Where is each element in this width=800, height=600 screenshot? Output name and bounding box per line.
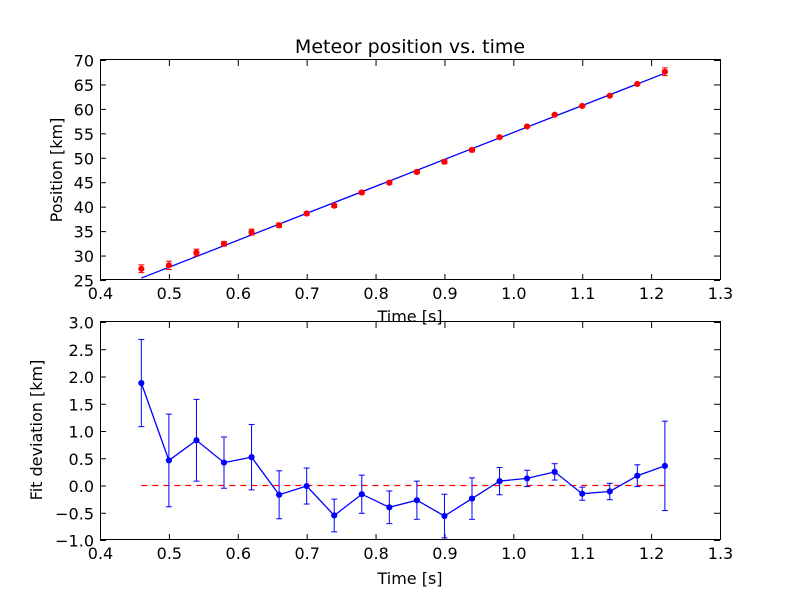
deviation-point <box>441 512 448 520</box>
position-xtick-label: 1.2 <box>639 284 664 303</box>
position-point <box>634 80 641 88</box>
deviation-xtick-label: 1.1 <box>570 544 595 563</box>
position-ytick-label: 40 <box>74 198 94 217</box>
deviation-point <box>661 462 668 469</box>
fit-line <box>141 72 666 279</box>
deviation-plot-ticks: 0.4 0.5 0.6 0.7 0.8 0.9 1.0 1.1 1.2 1.3 −1.0 −0.5 0.… <box>55 314 733 564</box>
deviation-plot: 0.4 0.5 0.6 0.7 0.8 0.9 1.0 1.1 1.2 1.3 −1.0 −0.5 0.… <box>27 314 733 589</box>
deviation-point <box>331 512 338 519</box>
position-xtick-label: 1.1 <box>570 284 595 303</box>
deviation-ytick-label: −1.0 <box>55 532 94 551</box>
deviation-xtick-label: 1.0 <box>501 544 526 563</box>
position-plot: Meteor position vs. time 0.4 0.5 0.6 0.7 0.8… <box>47 36 733 326</box>
position-ytick-label: 45 <box>74 174 94 193</box>
deviation-xtick-label: 0.9 <box>432 544 457 563</box>
deviation-plot-frame <box>100 321 721 540</box>
position-point <box>579 102 586 110</box>
position-xtick-label: 0.5 <box>157 284 182 303</box>
position-xtick-label: 0.4 <box>88 284 113 303</box>
deviation-xtick-label: 1.2 <box>639 544 664 563</box>
position-point <box>138 265 145 272</box>
position-plot-ticks: 0.4 0.5 0.6 0.7 0.8 0.9 1.0 1.1 1.2 1.3 25 30 35 40 45… <box>74 52 734 304</box>
deviation-xtick-label: 0.5 <box>157 544 182 563</box>
deviation-point <box>551 468 558 475</box>
deviation-plot-xlabel: Time [s] <box>376 569 442 588</box>
position-ytick-label: 30 <box>74 247 94 266</box>
position-point <box>358 189 365 196</box>
deviation-xtick-label: 0.6 <box>226 544 251 563</box>
position-ytick-label: 25 <box>74 272 94 291</box>
position-point <box>524 123 531 130</box>
deviation-xtick-label: 1.3 <box>708 544 733 563</box>
position-xtick-label: 0.8 <box>363 284 388 303</box>
position-ytick-label: 60 <box>74 100 94 119</box>
deviation-ytick-label: −0.5 <box>55 504 94 523</box>
position-ytick-label: 55 <box>74 125 94 144</box>
deviation-xtick-label: 0.8 <box>363 544 388 563</box>
deviation-point <box>276 491 283 498</box>
deviation-ytick-label: 2.5 <box>69 341 94 360</box>
position-xtick-label: 0.7 <box>294 284 319 303</box>
deviation-ytick-label: 0.0 <box>69 477 94 496</box>
position-plot-data <box>138 67 668 279</box>
position-point <box>661 68 668 75</box>
position-point <box>551 111 558 118</box>
deviation-ytick-label: 0.5 <box>69 450 94 469</box>
position-point <box>496 134 503 141</box>
deviation-series-line <box>140 382 666 517</box>
position-point <box>386 179 393 186</box>
deviation-point <box>248 454 255 461</box>
position-ytick-label: 50 <box>74 149 94 168</box>
position-plot-frame <box>100 59 721 280</box>
deviation-point <box>579 490 586 497</box>
position-point <box>441 158 448 165</box>
position-xtick-label: 0.6 <box>226 284 251 303</box>
deviation-point <box>220 459 228 466</box>
deviation-xtick-label: 0.4 <box>88 544 113 563</box>
position-xtick-label: 1.3 <box>708 284 733 303</box>
position-plot-ylabel: Position [km] <box>47 118 66 223</box>
deviation-point <box>634 472 641 479</box>
deviation-point <box>524 475 531 482</box>
deviation-point <box>138 379 145 387</box>
position-ytick-label: 35 <box>74 223 94 242</box>
position-plot-xlabel: Time [s] <box>376 307 442 326</box>
deviation-point <box>386 504 393 511</box>
deviation-ytick-label: 2.0 <box>69 368 94 387</box>
position-ytick-label: 70 <box>74 52 94 71</box>
position-point <box>606 92 613 99</box>
deviation-point <box>413 497 420 504</box>
deviation-xtick-label: 0.7 <box>294 544 319 563</box>
deviation-point <box>165 457 172 464</box>
position-plot-title: Meteor position vs. time <box>295 36 525 58</box>
position-ytick-label: 65 <box>74 76 94 95</box>
position-point <box>413 168 420 176</box>
deviation-ytick-label: 1.5 <box>69 395 94 414</box>
position-point <box>193 249 200 256</box>
deviation-point <box>606 488 613 495</box>
deviation-point <box>303 482 310 490</box>
deviation-plot-data <box>138 338 668 539</box>
position-point <box>468 146 476 154</box>
position-xtick-label: 0.9 <box>432 284 457 303</box>
deviation-point <box>358 491 365 498</box>
position-point <box>303 210 310 217</box>
position-point <box>165 262 172 269</box>
position-point <box>331 202 338 209</box>
deviation-point <box>193 437 200 444</box>
position-xtick-label: 1.0 <box>501 284 526 303</box>
position-point <box>220 240 228 247</box>
position-point <box>276 222 283 229</box>
deviation-ytick-label: 1.0 <box>69 423 94 442</box>
deviation-point <box>496 478 503 485</box>
deviation-ytick-label: 3.0 <box>69 314 94 333</box>
deviation-plot-ylabel: Fit deviation [km] <box>27 360 46 501</box>
deviation-point <box>468 495 476 502</box>
position-point <box>248 228 255 236</box>
